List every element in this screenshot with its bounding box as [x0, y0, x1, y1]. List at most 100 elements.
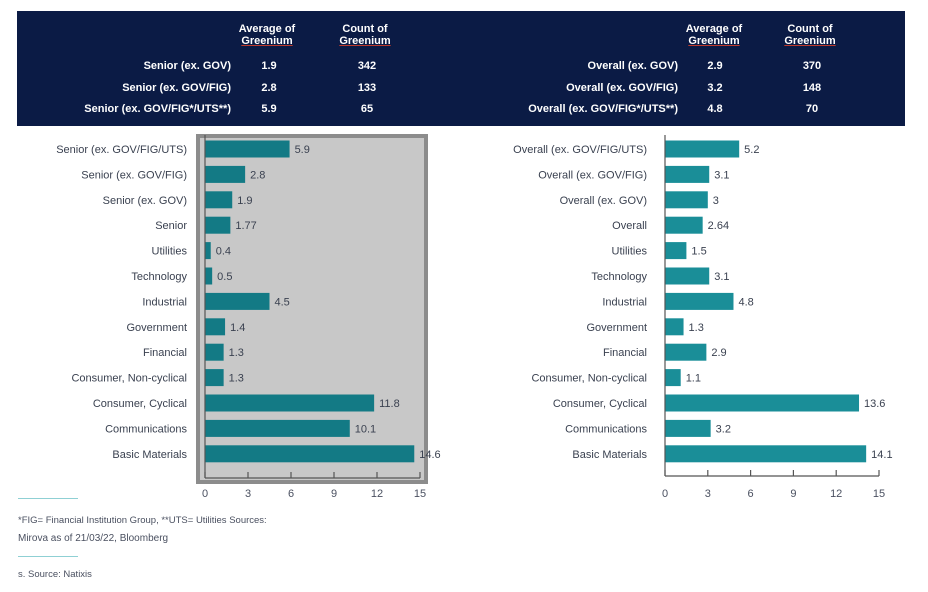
left-bar	[205, 216, 231, 234]
left-value-label: 14.6	[419, 449, 440, 461]
right-bar	[665, 369, 681, 387]
row-label: Senior (ex. GOV/FIG)	[122, 82, 231, 94]
left-bar	[205, 445, 415, 463]
right-x-tick-label: 12	[830, 488, 842, 500]
right-category-label: Overall (ex. GOV/FIG)	[538, 169, 647, 181]
header-line: Average of	[685, 23, 743, 35]
right-value-label: 2.9	[711, 347, 726, 359]
right-value-label: 3	[713, 195, 719, 207]
left-x-tick-label: 3	[245, 488, 251, 500]
row-label: Senior (ex. GOV/FIG*/UTS**)	[84, 103, 231, 115]
left-value-label: 1.77	[235, 220, 256, 232]
summary-banner	[17, 11, 905, 126]
left-value-label: 0.4	[216, 246, 231, 258]
left-value-label: 10.1	[355, 423, 376, 435]
right-value-label: 4.8	[738, 296, 753, 308]
right-value-label: 14.1	[871, 449, 892, 461]
header-line: Greenium	[688, 35, 740, 47]
right-category-label: Overall	[612, 220, 647, 232]
right-value-label: 3.1	[714, 169, 729, 181]
left-value-label: 4.5	[275, 296, 290, 308]
right-bar	[665, 191, 708, 209]
right-category-label: Financial	[603, 347, 647, 359]
left-x-tick-label: 15	[414, 488, 426, 500]
right-category-label: Consumer, Cyclical	[553, 398, 647, 410]
right-value-label: 3.2	[716, 423, 731, 435]
left-category-label: Financial	[143, 347, 187, 359]
right-category-label: Communications	[565, 423, 647, 435]
right-category-label: Government	[586, 322, 647, 334]
left-value-label: 0.5	[217, 271, 232, 283]
row-count: 370	[802, 60, 822, 72]
header-count: Count of Greenium	[330, 23, 400, 47]
left-category-label: Senior (ex. GOV/FIG)	[81, 169, 187, 181]
left-value-label: 1.9	[237, 195, 252, 207]
header-line: Greenium	[784, 35, 836, 47]
left-x-tick-label: 12	[371, 488, 383, 500]
left-bar	[205, 242, 211, 260]
left-category-label: Government	[126, 322, 187, 334]
right-value-label: 5.2	[744, 144, 759, 156]
right-value-label: 2.64	[708, 220, 729, 232]
left-category-label: Senior (ex. GOV)	[103, 195, 187, 207]
right-value-label: 1.5	[691, 246, 706, 258]
overall-summary-table: Average of Greenium Count of Greenium Ov…	[464, 0, 928, 130]
footnote-definitions: *FIG= Financial Institution Group, **UTS…	[18, 515, 267, 526]
right-category-label: Technology	[591, 271, 647, 283]
row-count: 133	[357, 82, 377, 94]
right-x-tick-label: 15	[873, 488, 885, 500]
header-average: Average of Greenium	[679, 23, 749, 47]
left-bar	[205, 394, 375, 412]
right-bar	[665, 267, 710, 285]
header-line: Greenium	[339, 35, 391, 47]
row-avg: 2.8	[261, 82, 277, 94]
left-bar	[205, 318, 226, 336]
senior-summary-table: Average of Greenium Count of Greenium Se…	[0, 0, 464, 130]
left-value-label: 1.4	[230, 322, 245, 334]
left-category-label: Technology	[131, 271, 187, 283]
right-bar	[665, 216, 703, 234]
right-bar	[665, 242, 687, 260]
right-category-label: Overall (ex. GOV/FIG/UTS)	[513, 144, 647, 156]
left-category-label: Industrial	[142, 296, 187, 308]
left-bar	[205, 165, 246, 183]
footnote-sources: Mirova as of 21/03/22, Bloomberg	[18, 533, 169, 544]
row-count: 148	[802, 82, 822, 94]
left-category-label: Communications	[105, 423, 187, 435]
right-bar	[665, 343, 707, 361]
row-count: 70	[805, 103, 819, 115]
left-x-tick-label: 6	[288, 488, 294, 500]
right-value-label: 1.1	[686, 373, 701, 385]
left-value-label: 1.3	[229, 347, 244, 359]
row-count: 342	[357, 60, 377, 72]
left-bar	[205, 292, 270, 310]
right-value-label: 13.6	[864, 398, 885, 410]
right-bar	[665, 292, 734, 310]
right-bar	[665, 419, 711, 437]
row-label: Overall (ex. GOV/FIG)	[566, 82, 678, 94]
right-x-tick-label: 3	[705, 488, 711, 500]
row-avg: 3.2	[707, 82, 723, 94]
left-x-tick-label: 0	[202, 488, 208, 500]
right-bar	[665, 140, 740, 158]
row-avg: 2.9	[707, 60, 723, 72]
right-category-label: Consumer, Non-cyclical	[531, 373, 647, 385]
right-bar	[665, 394, 860, 412]
left-category-label: Senior (ex. GOV/FIG/UTS)	[56, 144, 187, 156]
row-count: 65	[360, 103, 374, 115]
right-x-tick-label: 6	[748, 488, 754, 500]
left-value-label: 5.9	[295, 144, 310, 156]
header-count: Count of Greenium	[775, 23, 845, 47]
right-value-label: 3.1	[714, 271, 729, 283]
header-line: Count of	[787, 23, 833, 35]
right-category-label: Overall (ex. GOV)	[560, 195, 647, 207]
right-bar	[665, 165, 710, 183]
right-category-label: Industrial	[602, 296, 647, 308]
right-value-label: 1.3	[689, 322, 704, 334]
header-line: Count of	[342, 23, 388, 35]
left-bar	[205, 369, 224, 387]
footnote-source-natixis: s. Source: Natixis	[18, 569, 92, 580]
header-line: Average of	[238, 23, 296, 35]
left-category-label: Senior	[155, 220, 187, 232]
